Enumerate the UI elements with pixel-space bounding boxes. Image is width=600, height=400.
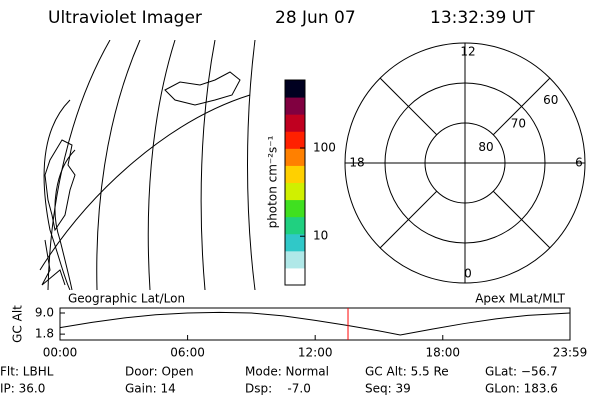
colorbar-label: photon cm⁻²s⁻¹	[266, 135, 280, 228]
colorbar-segment	[285, 182, 305, 201]
status-field: GLat: −56.7	[485, 365, 558, 379]
geographic-map	[39, 40, 256, 290]
colorbar-segment	[285, 148, 305, 166]
plot-right-label: Apex MLat/MLT	[475, 292, 565, 306]
meridian	[200, 40, 216, 290]
colorbar-segment	[285, 233, 305, 252]
latitude-label: 60	[543, 93, 558, 107]
colorbar-segment	[285, 97, 305, 115]
latitude-circle	[344, 42, 586, 284]
parallel	[39, 94, 251, 271]
colorbar-tick-label: 100	[313, 141, 336, 155]
x-tick-label: 00:00	[43, 346, 78, 360]
mlt-label: 12	[460, 45, 475, 59]
colorbar-frame	[284, 79, 306, 286]
x-tick-label: 12:00	[298, 346, 333, 360]
mlt-label: 6	[575, 156, 583, 170]
y-tick-label: 1.8	[35, 327, 54, 341]
latitude-circle	[384, 82, 546, 244]
parallel	[43, 99, 71, 290]
coastline	[44, 139, 76, 232]
status-field: GC Alt: 5.5 Re	[365, 365, 449, 379]
latitude-label: 80	[478, 140, 493, 154]
parallel	[54, 149, 76, 290]
colorbar-segment	[285, 80, 305, 98]
colorbar-segment	[285, 216, 305, 235]
title: Ultraviolet Imager	[48, 8, 202, 28]
latitude-circle	[424, 122, 506, 204]
meridian	[247, 40, 256, 290]
colorbar-tick-label: 10	[313, 229, 328, 243]
y-tick-label: 9.0	[35, 305, 54, 319]
status-field: Flt: LBHL	[0, 365, 54, 379]
status-field: Gain: 14	[125, 382, 176, 396]
colorbar-segment	[285, 165, 305, 183]
status-field: IP: 36.0	[0, 382, 45, 396]
status-field: Mode: Normal	[245, 365, 329, 379]
x-tick-label: 06:00	[170, 346, 205, 360]
coastline	[41, 239, 66, 286]
colorbar-segment	[285, 267, 305, 286]
mlt-label: 18	[349, 156, 364, 170]
x-tick-label: 23:59	[553, 346, 588, 360]
status-field: Door: Open	[125, 365, 194, 379]
status-field: Seq: 39	[365, 382, 411, 396]
status-field: Dsp: -7.0	[245, 382, 311, 396]
coastline	[164, 71, 241, 106]
plot-left-label: Geographic Lat/Lon	[68, 292, 185, 306]
mlt-label: 0	[464, 267, 472, 281]
time: 13:32:39 UT	[430, 8, 535, 28]
colorbar-segment	[285, 250, 305, 269]
colorbar-segment	[285, 114, 305, 132]
colorbar-segment	[285, 199, 305, 218]
altitude-line	[59, 311, 571, 336]
colorbar-segment	[285, 131, 305, 149]
x-tick-label: 18:00	[425, 346, 460, 360]
latitude-label: 70	[511, 117, 526, 131]
meridian	[147, 40, 176, 290]
y-axis-label: GC Alt	[11, 305, 25, 343]
date: 28 Jun 07	[275, 8, 356, 28]
meridian	[96, 40, 141, 290]
status-field: GLon: 183.6	[485, 382, 558, 396]
